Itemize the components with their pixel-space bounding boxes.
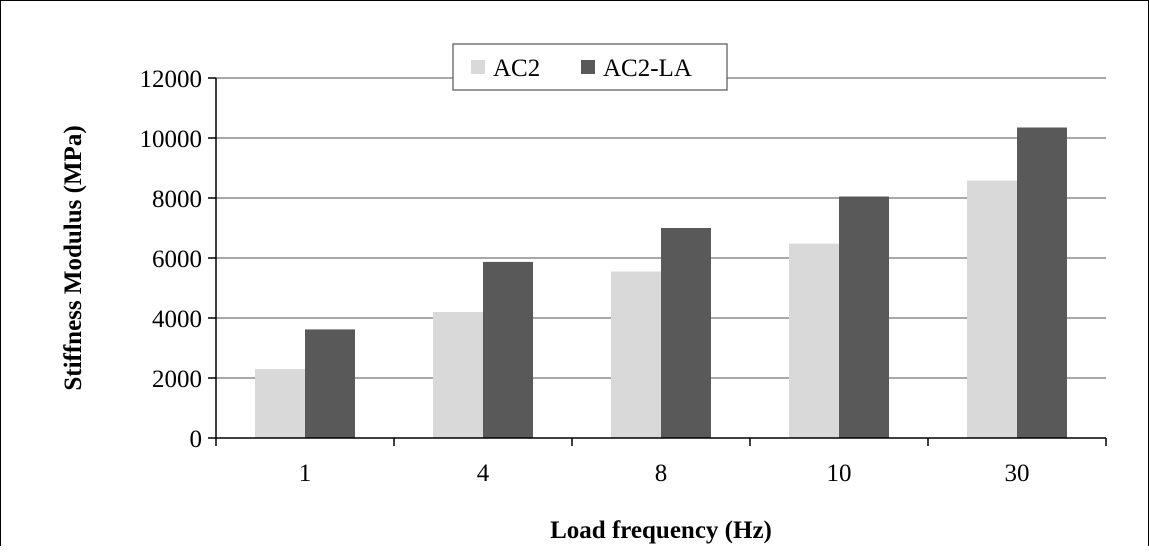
- x-tick-label: 10: [827, 460, 852, 487]
- y-axis-title: Stiffness Modulus (MPa): [60, 125, 87, 390]
- legend-swatch-ac2: [471, 60, 485, 74]
- x-tick-label: 8: [655, 460, 668, 487]
- y-tick-label: 8000: [152, 186, 202, 213]
- y-tick-label: 12000: [140, 66, 203, 93]
- legend-swatch-ac2-la: [581, 60, 595, 74]
- bar-ac2-4: [433, 312, 483, 438]
- y-tick-label: 2000: [152, 366, 202, 393]
- x-tick-label: 30: [1005, 460, 1030, 487]
- axes: 0 2000 4000 6000 8000 10000 12000 1 4 8 10 30: [140, 66, 1107, 487]
- bar-ac2-1: [255, 369, 305, 438]
- y-tick-label: 0: [190, 426, 203, 453]
- x-axis-title: Load frequency (Hz): [550, 517, 772, 544]
- bar-ac2-la-4: [483, 261, 533, 438]
- legend: AC2 AC2-LA: [452, 43, 728, 91]
- bar-ac2-la-10: [839, 196, 889, 438]
- bars: [255, 127, 1067, 438]
- bar-ac2-la-30: [1017, 127, 1067, 438]
- x-tick-label: 1: [299, 460, 312, 487]
- bar-ac2-la-1: [305, 329, 355, 438]
- bar-ac2-8: [611, 271, 661, 438]
- y-tick-label: 4000: [152, 306, 202, 333]
- bar-ac2-la-8: [661, 228, 711, 438]
- y-tick-label: 6000: [152, 246, 202, 273]
- legend-label-ac2-la: AC2-LA: [603, 55, 692, 82]
- bar-ac2-10: [789, 243, 839, 438]
- x-tick-label: 4: [477, 460, 490, 487]
- y-tick-label: 10000: [140, 126, 203, 153]
- legend-label-ac2: AC2: [493, 55, 540, 82]
- bar-ac2-30: [967, 180, 1017, 438]
